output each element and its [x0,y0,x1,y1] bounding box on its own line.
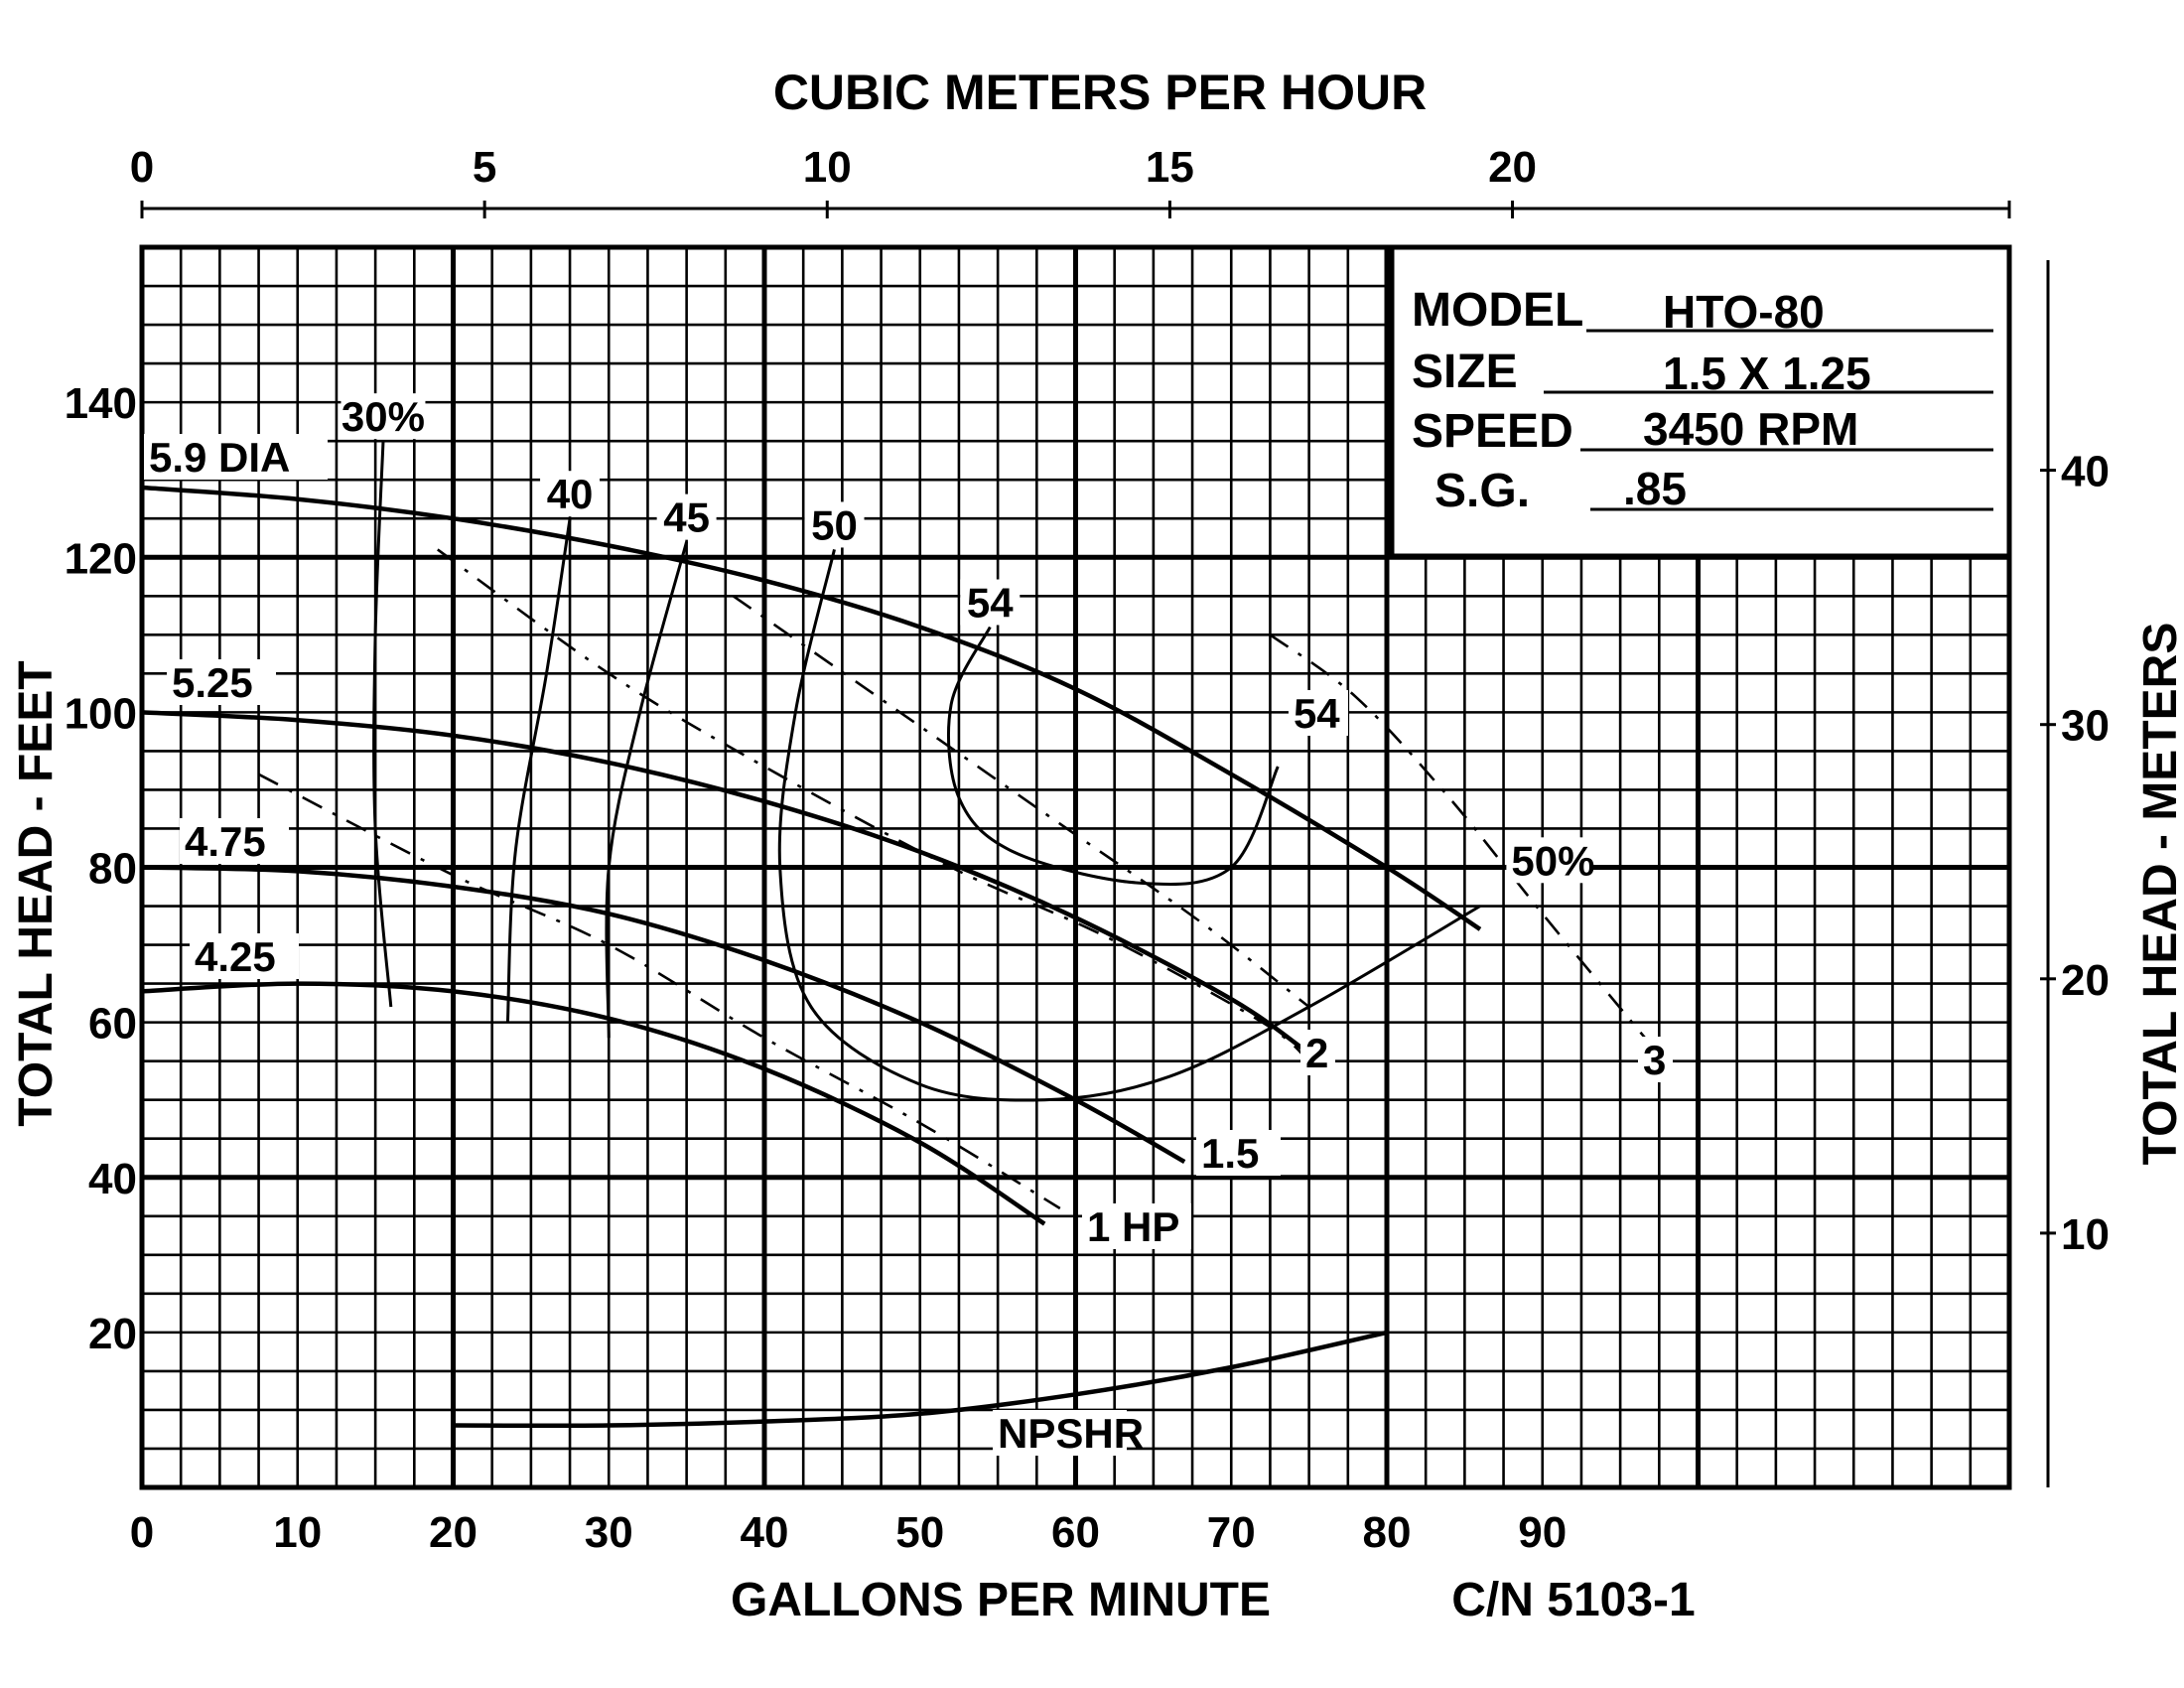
info-box-frame [1389,244,2012,559]
top-tick-label: 20 [1488,143,1537,192]
efficiency-curve-label-backing [656,493,717,540]
head-curve-label: 4.75 [185,818,266,865]
horsepower-curve [732,595,1310,1009]
labels: 5.9 DIA 5.25 4.75 4.25 30% 40 45 50 54 54 50% 3 2 1.5… [144,393,1673,1457]
head-curve [141,485,1482,931]
footer-code: C/N 5103-1 [1451,1574,1695,1626]
y-tick-label: 120 [65,534,137,583]
top-tick-label: 15 [1146,143,1194,192]
head-curve-label-backing [190,933,299,979]
y-tick-label: 40 [88,1155,137,1203]
efficiency-curve-label: 50 [811,501,858,548]
horsepower-curve-label: 2 [1305,1030,1328,1076]
efficiency-curve [505,517,572,1023]
right-tick-label: 30 [2061,702,2110,751]
horsepower-curve-label-backing [1196,1130,1281,1176]
npshr-label: NPSHR [998,1410,1144,1457]
info-size-value: 1.5 X 1.25 [1663,348,1871,399]
efficiency-label-backing [1288,689,1348,736]
head-curve [141,710,1310,1055]
top-axis-label: CUBIC METERS PER HOUR [773,65,1427,120]
efficiency-curve [777,549,1481,1102]
npshr-label-backing [993,1410,1127,1456]
efficiency-curve [605,541,689,1039]
efficiency-curve-label-backing [540,471,601,517]
info-model-key: MODEL [1412,284,1583,337]
top-tick-label: 0 [130,143,154,192]
grid [139,244,2012,1490]
x-tick-label: 0 [130,1508,154,1557]
efficiency-label-backing [1506,837,1591,884]
horsepower-curve [258,773,1061,1210]
top-tick-label: 5 [473,143,496,192]
axes: 0 10 20 30 40 50 60 70 80 90 20 40 60 80 100 120 140 0 5 10… [65,143,2110,1557]
curves [141,441,1653,1429]
efficiency-curve-label: 45 [663,494,710,541]
efficiency-curve-label: 40 [547,471,594,517]
head-curve [141,981,1046,1226]
y-axis-label: TOTAL HEAD - FEET [10,660,63,1126]
horsepower-curve-label-backing [1082,1203,1191,1249]
right-tick-label: 20 [2061,956,2110,1005]
horsepower-curve-label-backing [1300,1030,1335,1075]
y-tick-label: 80 [88,845,137,894]
x-tick-label: 70 [1207,1508,1256,1557]
x-tick-label: 90 [1518,1508,1567,1557]
right-tick-label: 40 [2061,448,2110,496]
y-tick-label: 60 [88,1000,137,1049]
horsepower-curve [1269,633,1653,1047]
info-model-value: HTO-80 [1663,286,1825,338]
head-curve-label: 5.25 [172,659,253,706]
x-tick-label: 10 [273,1508,322,1557]
efficiency-curve [947,626,1280,887]
horsepower-curve-label: 3 [1643,1037,1666,1083]
head-curve-label-backing [167,659,276,705]
efficiency-curve-label: 54 [967,580,1014,627]
x-tick-label: 40 [741,1508,789,1557]
horsepower-curve-label: 1.5 [1201,1130,1259,1177]
info-sg-value: .85 [1623,463,1687,514]
horsepower-curve-label-backing [1638,1037,1673,1082]
head-curve-label-backing [180,818,289,864]
y-tick-label: 100 [65,689,137,738]
head-curve [141,865,1186,1165]
horsepower-curve-label: 1 HP [1087,1203,1179,1250]
npshr-curve [453,1330,1388,1429]
info-speed-value: 3450 RPM [1643,403,1858,455]
head-curve-label-backing [144,434,328,480]
head-curve-label: 4.25 [195,933,276,980]
x-tick-label: 80 [1363,1508,1412,1557]
y-tick-label: 140 [65,379,137,428]
top-tick-label: 10 [803,143,852,192]
info-box: MODEL HTO-80 SIZE 1.5 X 1.25 SPEED 3450 … [1389,244,2012,559]
x-tick-label: 60 [1051,1508,1100,1557]
efficiency-curve-label-backing [960,579,1021,626]
info-sg-key: S.G. [1434,465,1530,517]
right-axis-label: TOTAL HEAD - METERS [2134,623,2184,1166]
x-tick-label: 20 [429,1508,478,1557]
efficiency-curve-label-backing [341,393,426,440]
right-tick-label: 10 [2061,1210,2110,1259]
x-tick-label: 30 [585,1508,633,1557]
efficiency-label: 50% [1511,837,1594,884]
y-tick-label: 20 [88,1310,137,1358]
x-axis-label: GALLONS PER MINUTE [731,1574,1271,1626]
head-curve-label: 5.9 DIA [149,434,290,481]
efficiency-curve-label: 30% [341,393,425,440]
info-speed-key: SPEED [1412,405,1573,458]
efficiency-curve [372,441,393,1008]
efficiency-curve-label-backing [804,501,865,548]
info-size-key: SIZE [1412,346,1518,398]
efficiency-label: 54 [1294,690,1340,737]
x-tick-label: 50 [895,1508,944,1557]
